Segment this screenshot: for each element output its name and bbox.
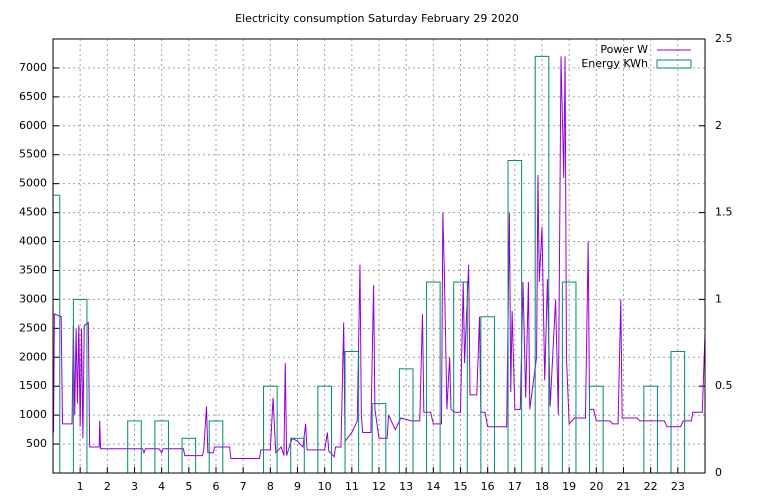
energy-box	[127, 420, 142, 473]
energy-box	[589, 385, 604, 473]
energy-box	[398, 368, 414, 473]
x-tick-label: 5	[185, 480, 192, 493]
y2-tick-label: 0	[715, 466, 722, 479]
energy-box	[181, 437, 197, 473]
x-tick-label: 17	[508, 480, 522, 493]
x-tick-label: 8	[267, 480, 274, 493]
energy-box	[208, 420, 224, 473]
x-tick-label: 20	[589, 480, 603, 493]
y2-tick-label: 2.5	[715, 32, 733, 45]
x-tick-label: 22	[644, 480, 658, 493]
y2-tick-label: 1	[715, 292, 722, 305]
x-tick-label: 6	[213, 480, 220, 493]
energy-box	[154, 420, 169, 473]
y-tick-label: 3500	[19, 263, 47, 276]
y-tick-label: 4500	[19, 206, 47, 219]
y-tick-label: 2000	[19, 350, 47, 363]
x-tick-label: 9	[294, 480, 301, 493]
x-tick-label: 21	[617, 480, 631, 493]
y-tick-label: 500	[26, 437, 47, 450]
x-tick-label: 7	[240, 480, 247, 493]
energy-box	[643, 385, 658, 473]
y2-tick-label: 1.5	[715, 206, 733, 219]
legend-swatch	[656, 59, 692, 69]
x-tick-label: 23	[671, 480, 685, 493]
y-tick-label: 4000	[19, 235, 47, 248]
energy-box	[72, 298, 88, 473]
x-tick-label: 11	[345, 480, 359, 493]
power-line	[53, 56, 705, 460]
y-tick-label: 6000	[19, 119, 47, 132]
y-tick-label: 2500	[19, 321, 47, 334]
energy-box	[290, 437, 305, 473]
plot-area	[53, 55, 705, 473]
legend-label: Power W	[600, 43, 648, 56]
x-tick-label: 18	[535, 480, 549, 493]
legend-label: Energy KWh	[581, 57, 648, 70]
x-tick-label: 12	[372, 480, 386, 493]
y-tick-label: 5000	[19, 177, 47, 190]
energy-box	[317, 385, 332, 473]
energy-box	[344, 350, 360, 473]
energy-box	[53, 194, 61, 473]
chart-title: Electricity consumption Saturday Februar…	[235, 12, 519, 25]
energy-box	[480, 316, 495, 473]
energy-box	[670, 350, 686, 473]
y-tick-label: 7000	[19, 61, 47, 74]
energy-box	[371, 403, 387, 473]
y2-tick-label: 2	[715, 119, 722, 132]
energy-box	[534, 55, 550, 473]
energy-box	[263, 385, 278, 473]
y-tick-label: 5500	[19, 148, 47, 161]
x-tick-label: 4	[158, 480, 165, 493]
x-tick-label: 1	[77, 480, 84, 493]
x-tick-label: 13	[399, 480, 413, 493]
y-tick-label: 3000	[19, 292, 47, 305]
x-tick-label: 14	[426, 480, 440, 493]
x-tick-label: 16	[481, 480, 495, 493]
x-tick-label: 10	[318, 480, 332, 493]
x-tick-label: 2	[104, 480, 111, 493]
y-tick-label: 1500	[19, 379, 47, 392]
x-tick-label: 3	[131, 480, 138, 493]
energy-box	[426, 281, 441, 473]
y-tick-label: 1000	[19, 408, 47, 421]
plot-border	[52, 38, 706, 474]
energy-box	[561, 281, 577, 473]
x-tick-label: 15	[454, 480, 468, 493]
x-tick-label: 19	[562, 480, 576, 493]
energy-box	[453, 281, 468, 473]
energy-box	[507, 160, 523, 473]
y-tick-label: 6500	[19, 90, 47, 103]
y2-tick-label: 0.5	[715, 379, 733, 392]
